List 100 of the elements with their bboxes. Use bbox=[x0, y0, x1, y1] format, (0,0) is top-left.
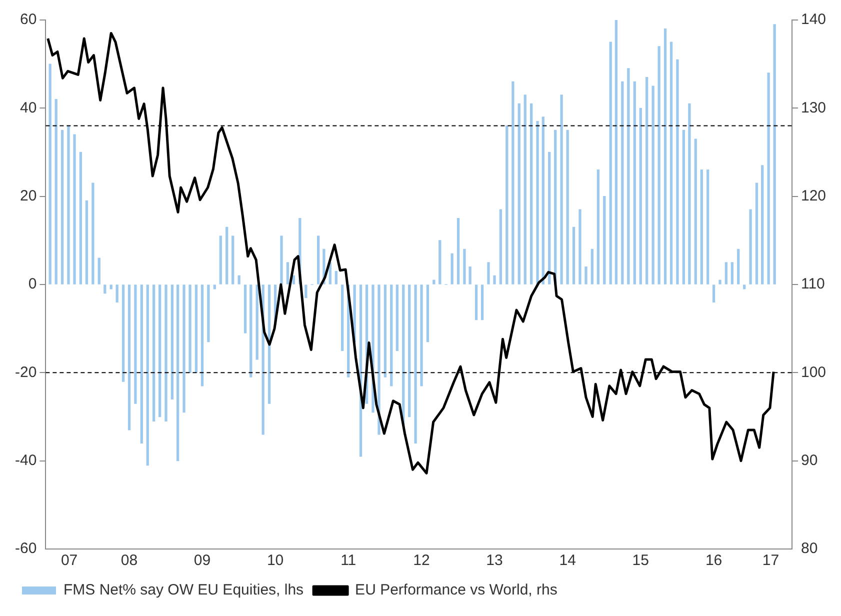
bar bbox=[560, 94, 563, 284]
bar bbox=[639, 108, 642, 284]
x-tick-label: 11 bbox=[340, 552, 356, 570]
bar bbox=[73, 134, 76, 284]
bar bbox=[524, 94, 526, 284]
bar bbox=[487, 262, 490, 284]
bar bbox=[194, 284, 198, 373]
bar bbox=[92, 182, 94, 284]
x-tick-label: 12 bbox=[413, 552, 430, 570]
bar bbox=[152, 284, 156, 422]
bar bbox=[512, 81, 514, 284]
bar bbox=[122, 284, 125, 382]
bar bbox=[590, 248, 594, 284]
bar bbox=[67, 125, 70, 284]
bar bbox=[280, 236, 283, 284]
bar bbox=[682, 130, 685, 284]
bar bbox=[773, 24, 776, 284]
y2-tick-label: 110 bbox=[800, 276, 825, 293]
bar bbox=[755, 182, 758, 284]
bar bbox=[566, 130, 569, 284]
bar bbox=[614, 20, 618, 284]
bar bbox=[170, 284, 174, 400]
bar bbox=[730, 262, 734, 284]
x-tick-label: 17 bbox=[762, 552, 780, 570]
bar bbox=[207, 284, 210, 342]
y2-tick-label: 120 bbox=[800, 187, 826, 204]
bar bbox=[48, 64, 52, 284]
x-tick-label: 09 bbox=[194, 552, 211, 570]
bar bbox=[706, 170, 710, 284]
bar bbox=[621, 81, 624, 284]
bar bbox=[390, 284, 393, 386]
bar bbox=[480, 284, 484, 320]
bar bbox=[548, 152, 551, 284]
x-tick-label: 13 bbox=[486, 552, 503, 570]
x-tick-label: 10 bbox=[266, 552, 284, 570]
bar bbox=[286, 262, 290, 284]
bar bbox=[676, 59, 679, 284]
x-tick-label: 07 bbox=[60, 552, 78, 570]
bar bbox=[98, 258, 100, 284]
bar bbox=[456, 218, 460, 284]
bar bbox=[724, 262, 728, 284]
y2-tick-label: 140 bbox=[800, 11, 826, 28]
bar bbox=[140, 284, 143, 444]
bar bbox=[749, 209, 752, 284]
y-tick-label: -60 bbox=[14, 540, 37, 558]
bar bbox=[334, 270, 338, 284]
bar bbox=[341, 284, 344, 351]
bar bbox=[633, 81, 636, 284]
y-tick-label: -20 bbox=[14, 364, 37, 381]
bar bbox=[188, 284, 192, 373]
bar bbox=[420, 284, 423, 386]
bar bbox=[116, 284, 118, 302]
bar bbox=[128, 284, 131, 430]
bar bbox=[79, 152, 82, 284]
y-tick-label: 40 bbox=[20, 99, 37, 116]
bar bbox=[761, 165, 764, 284]
bar bbox=[694, 138, 697, 284]
bar bbox=[134, 284, 137, 404]
bar bbox=[414, 284, 417, 444]
bar bbox=[737, 248, 740, 284]
bar bbox=[603, 196, 606, 284]
bar bbox=[146, 284, 149, 466]
bar bbox=[578, 209, 582, 284]
bar bbox=[468, 266, 472, 284]
bar bbox=[506, 125, 508, 284]
bar bbox=[767, 72, 770, 284]
y-tick-label: 20 bbox=[20, 187, 37, 204]
bar bbox=[718, 280, 722, 284]
bar bbox=[609, 42, 612, 284]
bar bbox=[518, 103, 520, 284]
bar bbox=[256, 284, 258, 360]
bar bbox=[244, 284, 247, 334]
bar bbox=[396, 284, 399, 351]
bar bbox=[426, 284, 430, 342]
bar bbox=[384, 284, 387, 378]
bar bbox=[238, 275, 240, 284]
bar bbox=[474, 284, 478, 320]
bar bbox=[463, 248, 466, 284]
bar bbox=[54, 99, 58, 284]
bar bbox=[60, 130, 64, 284]
bar bbox=[530, 103, 533, 284]
y2-tick-label: 100 bbox=[800, 364, 826, 381]
bar bbox=[110, 284, 112, 290]
bar bbox=[658, 46, 660, 284]
y-tick-label: -40 bbox=[14, 452, 37, 469]
bar bbox=[182, 284, 186, 413]
bar bbox=[232, 236, 234, 284]
bar bbox=[219, 236, 222, 284]
bar bbox=[432, 280, 436, 284]
bar bbox=[700, 170, 703, 284]
x-tick-label: 08 bbox=[120, 552, 138, 570]
bar bbox=[664, 28, 667, 284]
bar bbox=[450, 253, 454, 284]
bar bbox=[408, 284, 411, 418]
bar bbox=[200, 284, 204, 386]
bar bbox=[584, 266, 588, 284]
bar bbox=[438, 240, 442, 284]
x-tick-label: 14 bbox=[559, 552, 576, 570]
x-tick-label: 16 bbox=[705, 552, 722, 570]
bar bbox=[317, 236, 320, 284]
